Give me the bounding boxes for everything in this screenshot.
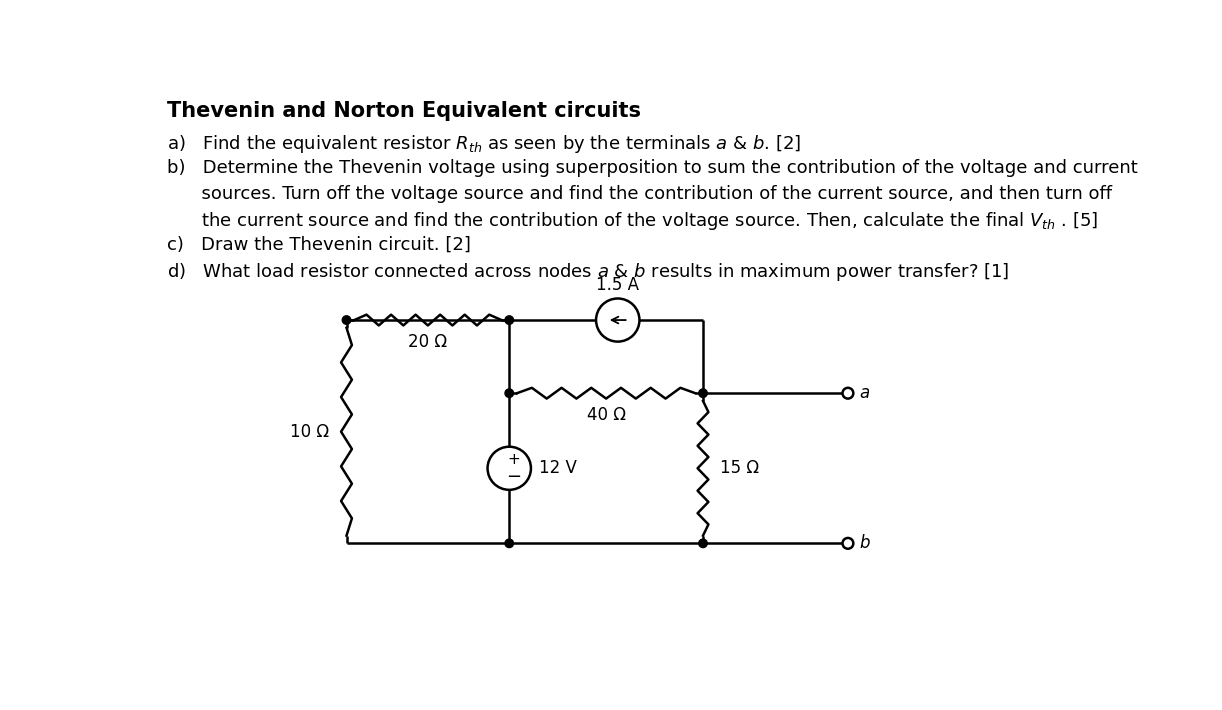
Text: a)   Find the equivalent resistor $R_{th}$ as seen by the terminals $a$ & $b$. [: a) Find the equivalent resistor $R_{th}$… [166, 133, 800, 155]
Circle shape [505, 389, 513, 398]
Text: a: a [859, 384, 870, 402]
Circle shape [699, 539, 708, 547]
Text: 12 V: 12 V [539, 459, 577, 477]
Text: d)   What load resistor connected across nodes $a$ & $b$ results in maximum powe: d) What load resistor connected across n… [166, 261, 1009, 283]
Text: −: − [506, 469, 522, 486]
Circle shape [699, 389, 708, 398]
Circle shape [505, 316, 513, 324]
Text: 1.5 A: 1.5 A [596, 276, 639, 294]
Text: the current source and find the contribution of the voltage source. Then, calcul: the current source and find the contribu… [166, 210, 1099, 232]
Text: sources. Turn off the voltage source and find the contribution of the current so: sources. Turn off the voltage source and… [166, 185, 1112, 202]
Text: 15 Ω: 15 Ω [720, 459, 759, 477]
Text: c)   Draw the Thevenin circuit. [2]: c) Draw the Thevenin circuit. [2] [166, 235, 470, 253]
Circle shape [342, 316, 351, 324]
Text: +: + [507, 452, 521, 466]
Text: 40 Ω: 40 Ω [587, 406, 626, 425]
Text: b: b [859, 535, 870, 552]
Circle shape [505, 539, 513, 547]
Text: 20 Ω: 20 Ω [408, 333, 447, 351]
Text: 10 Ω: 10 Ω [291, 422, 330, 441]
Text: Thevenin and Norton Equivalent circuits: Thevenin and Norton Equivalent circuits [166, 101, 640, 121]
Text: b)   Determine the Thevenin voltage using superposition to sum the contribution : b) Determine the Thevenin voltage using … [166, 159, 1138, 177]
